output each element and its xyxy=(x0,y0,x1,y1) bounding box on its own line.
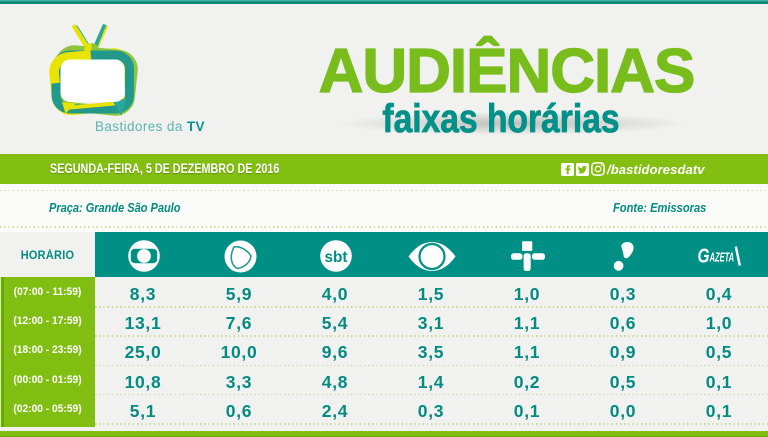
svg-text:sbt: sbt xyxy=(325,249,349,266)
svg-text:G: G xyxy=(698,246,710,267)
svg-text:AZETA: AZETA xyxy=(709,250,734,264)
